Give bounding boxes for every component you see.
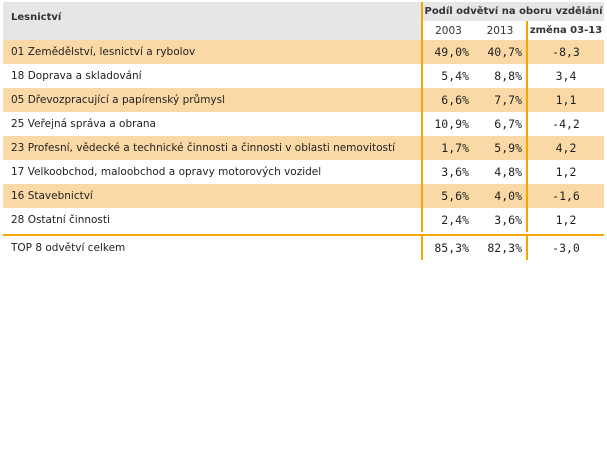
row-label: 28 Ostatní činnosti [11,214,110,226]
table-row: 23 Profesní, vědecké a technické činnost… [3,136,604,160]
total-row: TOP 8 odvětví celkem 85,3% 82,3% -3,0 [3,236,604,260]
table-row: 28 Ostatní činnosti 2,4% 3,6% 1,2 [3,208,604,232]
value-change: -1,6 [526,184,604,208]
value-2003: 1,7% [421,136,474,160]
value-2013: 8,8% [494,69,522,83]
value-change: -4,2 [526,112,604,136]
value-change: 1,2 [526,160,604,184]
value-2003: 6,6% [421,88,474,112]
row-label: 25 Veřejná správa a obrana [11,118,156,130]
column-header-2003: 2003 [421,21,474,40]
table-header: Lesnictví Podíl odvětví na oboru vzdělán… [3,2,604,40]
value-change: 4,2 [526,136,604,160]
value-2013: 40,7% [487,45,522,59]
table-row: 16 Stavebnictví 5,6% 4,0% -1,6 [3,184,604,208]
value-2013: 7,7% [494,93,522,107]
value-2013: 6,7% [494,117,522,131]
row-label: 17 Velkoobchod, maloobchod a opravy moto… [11,166,322,178]
row-label: 16 Stavebnictví [11,190,93,202]
value-2013: 5,9% [494,141,522,155]
value-2003: 3,6% [421,160,474,184]
value-2003: 2,4% [421,208,474,232]
value-change: 1,1 [526,88,604,112]
row-label: 01 Zemědělství, lesnictví a rybolov [11,46,196,58]
total-2003: 85,3% [421,236,474,260]
value-2003: 5,6% [421,184,474,208]
table-row: 25 Veřejná správa a obrana 10,9% 6,7% -4… [3,112,604,136]
total-label: TOP 8 odvětví celkem [11,242,126,254]
value-change: -8,3 [526,40,604,64]
value-2003: 10,9% [421,112,474,136]
column-header-change: změna 03-13 [526,21,604,40]
value-2003: 49,0% [421,40,474,64]
table-row: 05 Dřevozpracující a papírenský průmysl … [3,88,604,112]
row-label: 05 Dřevozpracující a papírenský průmysl [11,94,226,106]
data-table: Lesnictví Podíl odvětví na oboru vzdělán… [3,2,604,260]
total-separator [3,234,604,236]
value-2013: 4,0% [494,189,522,203]
row-label: 18 Doprava a skladování [11,70,142,82]
row-label: 23 Profesní, vědecké a technické činnost… [11,142,396,154]
total-2013: 82,3% [487,241,522,255]
column-header-2013: 2013 [474,21,526,40]
table-row: 18 Doprava a skladování 5,4% 8,8% 3,4 [3,64,604,88]
group-header: Podíl odvětví na oboru vzdělání [421,2,604,21]
value-change: 3,4 [526,64,604,88]
table-row: 17 Velkoobchod, maloobchod a opravy moto… [3,160,604,184]
value-change: 1,2 [526,208,604,232]
value-2013: 3,6% [494,213,522,227]
table-title: Lesnictví [3,2,421,40]
table-row: 01 Zemědělství, lesnictví a rybolov 49,0… [3,40,604,64]
value-2003: 5,4% [421,64,474,88]
total-change: -3,0 [526,236,604,260]
value-2013: 4,8% [494,165,522,179]
